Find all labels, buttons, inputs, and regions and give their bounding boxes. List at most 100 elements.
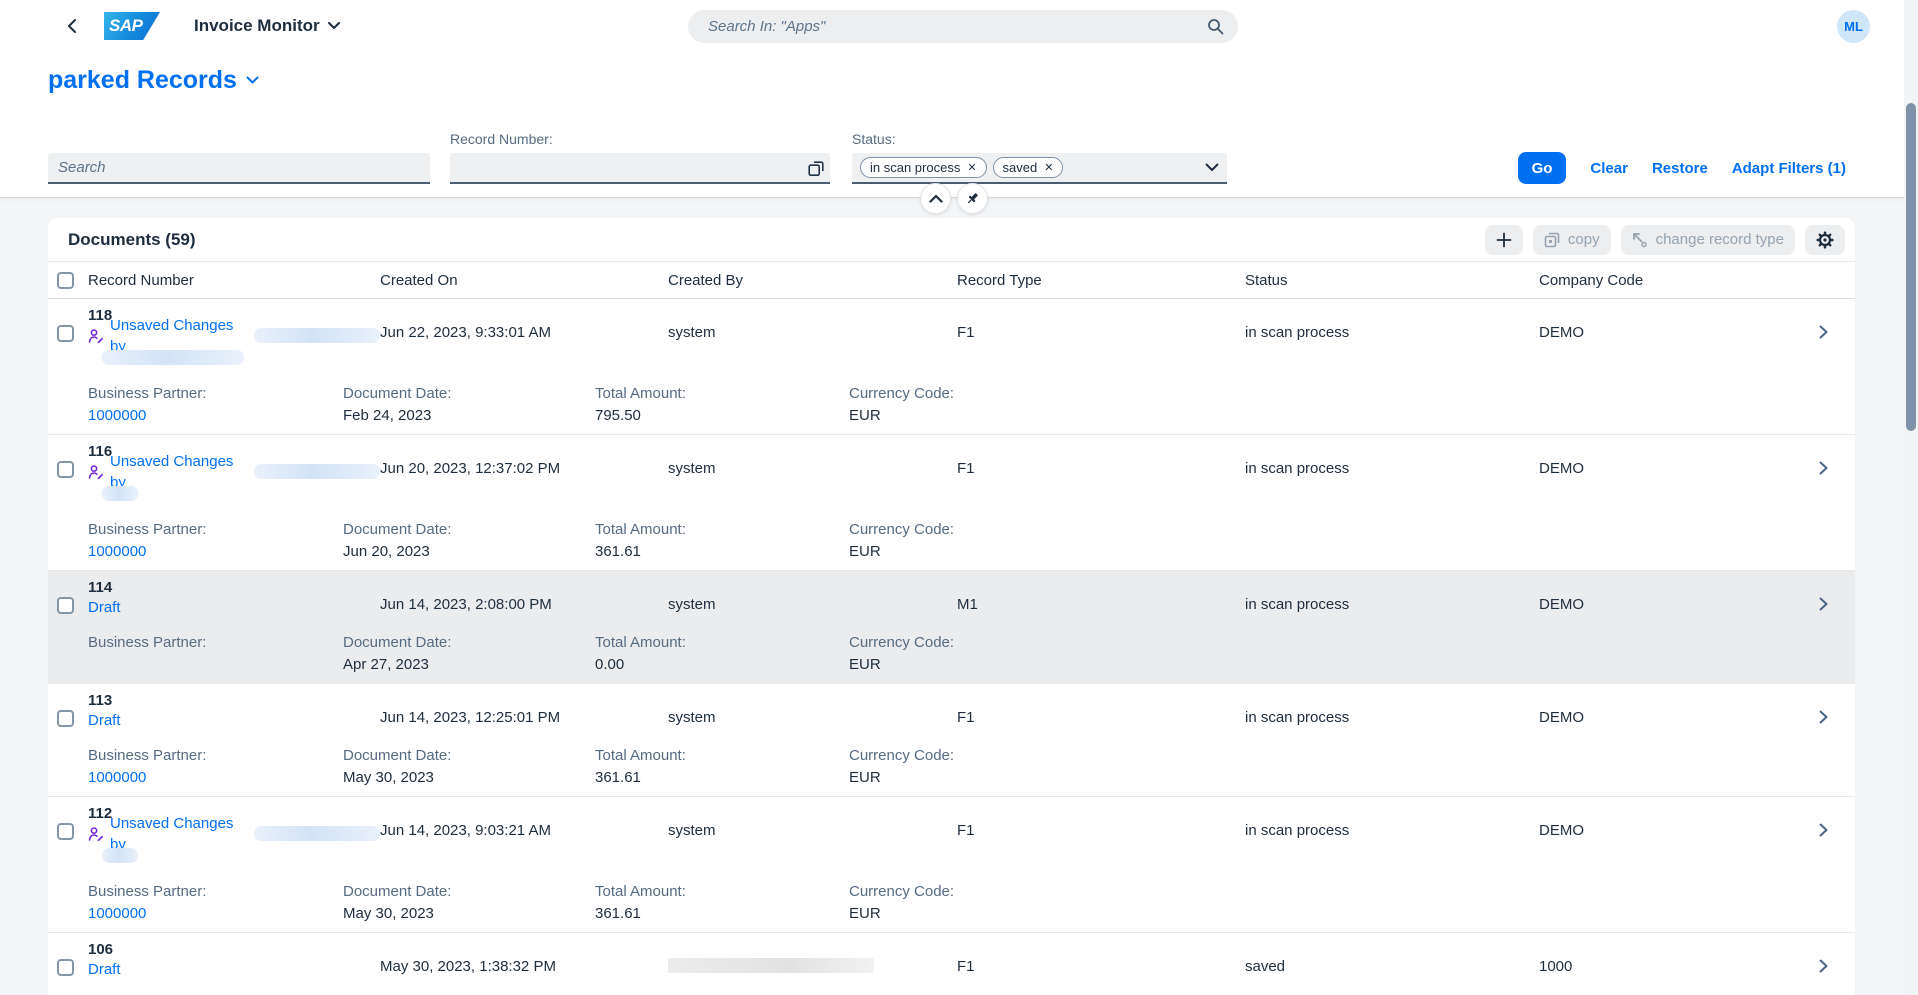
status-multicombobox[interactable]: in scan process ✕ saved ✕ [852,153,1227,184]
sap-logo[interactable]: SAP [104,12,160,40]
search-icon[interactable] [1207,18,1224,35]
app-title: Invoice Monitor [194,16,320,35]
document-date-label: Document Date: [343,883,452,900]
chevron-right-icon[interactable] [1819,325,1828,339]
plus-icon [1496,232,1512,248]
currency-code-label: Currency Code: [849,883,955,900]
chevron-right-icon[interactable] [1819,710,1828,724]
created-by-cell: system [668,324,716,341]
total-amount-value: 361.61 [595,769,641,786]
status-token[interactable]: saved ✕ [992,157,1064,178]
table-row[interactable]: 118 Unsaved Changes by Unsaved Changes b… [48,299,1855,435]
scrollbar[interactable] [1904,0,1918,995]
draft-link[interactable]: Draft [88,712,121,729]
clear-button[interactable]: Clear [1590,159,1628,177]
row-checkbox[interactable] [57,325,74,342]
shell-header: SAP Invoice Monitor Search In: "Apps" ML [0,0,1918,52]
basic-search-input[interactable] [48,153,430,184]
collapse-header-button[interactable] [920,183,951,214]
user-edit-icon [88,826,104,842]
total-amount-label: Total Amount: [595,385,686,402]
created-on-cell: Jun 14, 2023, 2:08:00 PM [380,596,552,613]
token-label: in scan process [870,160,961,175]
row-checkbox[interactable] [57,597,74,614]
record-type-cell: F1 [957,958,975,975]
column-header-created-by[interactable]: Created By [668,271,744,289]
documents-table-card: Documents (59) copy [48,218,1855,995]
business-partner-link[interactable]: 1000000 [88,769,147,786]
company-code-cell: DEMO [1539,709,1584,726]
table-row[interactable]: 112 Unsaved Changes by Unsaved Changes b… [48,797,1855,933]
chevron-right-icon[interactable] [1819,461,1828,475]
record-type-cell: F1 [957,460,975,477]
record-number: 118 [88,307,113,324]
column-header-record-number[interactable]: Record Number [88,271,194,289]
chevron-right-icon[interactable] [1819,959,1828,973]
back-button[interactable] [58,12,86,40]
token-remove-icon[interactable]: ✕ [1044,162,1054,174]
token-remove-icon[interactable]: ✕ [967,162,977,174]
record-number: 106 [88,941,114,958]
column-header-record-type[interactable]: Record Type [957,271,1042,289]
go-button[interactable]: Go [1517,152,1567,184]
draft-link[interactable]: Draft [88,599,121,616]
row-checkbox[interactable] [57,959,74,976]
table-row[interactable]: 116 Unsaved Changes by Unsaved Changes b… [48,435,1855,571]
shell-search-input[interactable]: Search In: "Apps" [688,10,1238,43]
business-partner-link[interactable]: 1000000 [88,543,147,560]
redacted-text [102,350,244,365]
column-header-status[interactable]: Status [1245,271,1288,289]
row-checkbox[interactable] [57,710,74,727]
currency-code-value: EUR [849,656,881,673]
sap-logo-text: SAP [109,16,143,35]
change-record-type-button[interactable]: change record type [1620,224,1795,255]
column-header-company-code[interactable]: Company Code [1539,271,1644,289]
page-content: Documents (59) copy [0,199,1918,995]
row-checkbox[interactable] [57,823,74,840]
chevron-down-icon[interactable] [1205,163,1219,172]
table-row[interactable]: 106 Draft Draft May 30, 2023, 1:38:32 PM [48,933,1855,995]
chevron-right-icon[interactable] [1819,597,1828,611]
document-date-value: Feb 24, 2023 [343,407,432,424]
created-by-cell: system [668,709,716,726]
pin-header-button[interactable] [957,183,988,214]
status-cell: in scan process [1245,822,1350,839]
scrollbar-thumb[interactable] [1906,103,1916,431]
table-row[interactable]: 114 Draft Draft Jun 14, 2023, 2:08:00 PM… [48,571,1855,684]
currency-code-value: EUR [849,407,881,424]
chevron-right-icon[interactable] [1819,823,1828,837]
currency-code-label: Currency Code: [849,634,955,651]
total-amount-value: 795.50 [595,407,641,424]
avatar[interactable]: ML [1837,10,1870,43]
draft-link[interactable]: Draft [88,961,121,978]
table-settings-button[interactable] [1805,224,1845,255]
status-cell: in scan process [1245,596,1350,613]
record-type-cell: F1 [957,324,975,341]
pin-icon [965,191,981,207]
value-help-button[interactable] [808,161,824,177]
record-type-cell: F1 [957,822,975,839]
total-amount-value: 361.61 [595,905,641,922]
value-help-icon [808,161,824,177]
restore-button[interactable]: Restore [1651,159,1708,177]
business-partner-label: Business Partner: [88,385,207,402]
shell-search-placeholder: Search In: "Apps" [708,18,826,35]
adapt-filters-button[interactable]: Adapt Filters (1) [1731,159,1846,177]
add-button[interactable] [1484,224,1523,255]
currency-code-value: EUR [849,769,881,786]
record-number: 112 [88,805,113,822]
variant-selector[interactable]: parked Records [48,66,259,95]
app-title-menu[interactable]: Invoice Monitor [194,16,340,36]
table-row[interactable]: 113 Draft Draft Jun 14, 2023, 12:25:01 P… [48,684,1855,797]
business-partner-link[interactable]: 1000000 [88,407,147,424]
business-partner-link[interactable]: 1000000 [88,905,147,922]
record-number-input[interactable] [450,153,830,184]
status-token[interactable]: in scan process ✕ [860,157,987,178]
column-header-created-on[interactable]: Created On [380,271,458,289]
currency-code-value: EUR [849,905,881,922]
copy-button[interactable]: copy [1532,224,1611,255]
select-all-checkbox[interactable] [57,271,74,289]
business-partner-link[interactable] [88,654,343,675]
total-amount-label: Total Amount: [595,883,686,900]
row-checkbox[interactable] [57,461,74,478]
